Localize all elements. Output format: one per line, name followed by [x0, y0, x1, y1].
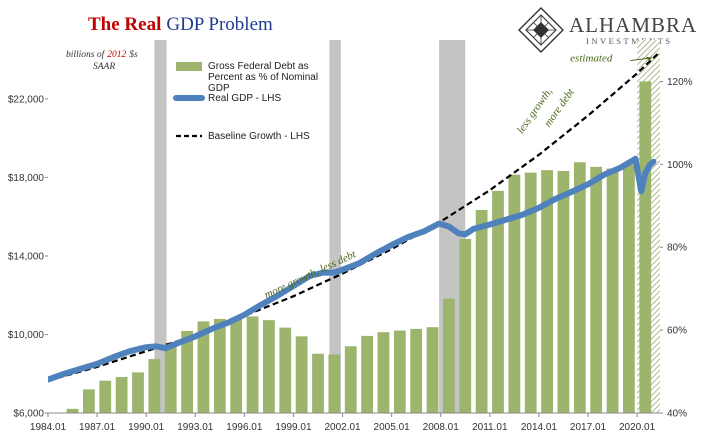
debt-bar-2016 [573, 162, 586, 413]
chart-title-bold: The Real [88, 14, 161, 35]
annotation-0: more growth, less debt [263, 248, 359, 301]
x-tick-label-1: 1987.01 [79, 422, 116, 433]
right-tick-label-2: 80% [667, 243, 687, 254]
debt-bar-2005 [393, 330, 406, 413]
x-tick-label-3: 1993.01 [177, 422, 214, 433]
x-tick-label-8: 2008.01 [423, 422, 460, 433]
legend-label-1-0: Real GDP - LHS [208, 93, 282, 104]
x-axis-ticks: 1984.01 1987.01 1990.01 1993.01 1996.01 1999.… [30, 413, 656, 433]
right-tick-label-0: 40% [667, 409, 687, 420]
debt-bar-2013 [524, 172, 537, 413]
debt-bar-2000 [312, 353, 324, 413]
debt-bar-1999 [295, 336, 308, 413]
debt-bar-2009 [459, 238, 472, 413]
right-tick-label-1: 60% [667, 326, 687, 337]
debt-bar-2004 [377, 332, 390, 413]
debt-bar-1990 [148, 359, 161, 413]
debt-bar-1991 [164, 342, 177, 413]
chart-title-rest: GDP Problem [166, 14, 273, 35]
debt-bar-2015 [557, 170, 570, 413]
recession-band-0 [154, 40, 167, 413]
debt-bar-2010 [475, 209, 488, 413]
legend-label-0-0: Gross Federal Debt as [208, 61, 309, 72]
left-tick-label-2: $14,000 [8, 251, 45, 262]
left-tick-label-4: $22,000 [8, 94, 45, 105]
debt-bar-2012 [508, 174, 521, 413]
debt-bar-2003 [361, 335, 373, 413]
left-tick-label-3: $18,000 [8, 173, 45, 184]
debt-bar-1994 [213, 318, 226, 413]
estimated-arrow-head [646, 56, 652, 61]
debt-bar-1998 [279, 327, 292, 413]
real-gdp-line [48, 155, 657, 383]
debt-bar-2018 [606, 168, 619, 413]
brand-sub: INVESTMENTS [586, 36, 673, 46]
debt-bar-2014 [541, 170, 553, 413]
debt-bars [66, 81, 652, 413]
legend-swatch-debt [176, 62, 202, 71]
x-tick-label-0: 1984.01 [30, 422, 67, 433]
debt-bar-2011 [492, 190, 504, 413]
debt-bar-1988 [115, 376, 128, 413]
x-tick-label-11: 2017.01 [570, 422, 607, 433]
units-note-suffix: $s [129, 49, 138, 60]
debt-bar-2019 [623, 164, 635, 413]
debt-bar-1989 [132, 372, 144, 413]
debt-bar-2001 [328, 354, 341, 413]
debt-bar-2002 [344, 346, 357, 413]
x-tick-label-10: 2014.01 [521, 422, 558, 433]
x-tick-label-5: 1999.01 [275, 422, 312, 433]
left-tick-label-0: $6,000 [13, 409, 44, 420]
brand-logo: ALHAMBRA INVESTMENTS [518, 7, 697, 53]
recession-band-1 [329, 40, 341, 413]
units-note: billions of 2012 $s [66, 49, 138, 60]
debt-bar-2020 [639, 81, 652, 413]
debt-bar-1995 [230, 317, 243, 413]
x-tick-label-2: 1990.01 [128, 422, 165, 433]
debt-bar-1996 [246, 316, 259, 413]
units-note-prefix: billions of [66, 49, 106, 60]
debt-bar-2007 [426, 327, 439, 413]
x-tick-label-9: 2011.01 [472, 422, 508, 433]
left-tick-label-1: $10,000 [8, 330, 45, 341]
lines [48, 50, 660, 383]
x-tick-label-4: 1996.01 [226, 422, 263, 433]
units-note-year: 2012 [107, 50, 126, 60]
x-tick-label-12: 2020.01 [619, 422, 656, 433]
debt-bar-1992 [181, 330, 193, 413]
debt-bar-1985 [66, 408, 79, 413]
brand-name: ALHAMBRA [569, 13, 697, 37]
right-tick-label-3: 100% [667, 160, 693, 171]
debt-bar-1997 [263, 320, 275, 413]
left-axis-ticks: $6,000 $10,000 $14,000 $18,000 $22,000 [8, 94, 48, 420]
debt-bar-1986 [83, 389, 95, 413]
x-tick-label-6: 2002.01 [324, 422, 361, 433]
legend-label-0-1: Percent as % of Nominal [208, 72, 318, 83]
debt-bar-1987 [99, 380, 112, 413]
debt-bar-1993 [197, 321, 210, 413]
units-note-line2: SAAR [93, 62, 115, 72]
chart-title: The Real GDP Problem [88, 14, 273, 35]
debt-bar-2017 [590, 166, 603, 413]
brand-emblem-icon [518, 7, 564, 53]
debt-bar-2008 [443, 298, 455, 413]
right-axis-ticks: 40% 60% 80% 100% 120% [660, 77, 693, 420]
annotation-3: estimated [570, 53, 613, 65]
debt-bar-2006 [410, 328, 423, 413]
legend-label-0-2: GDP [208, 83, 230, 94]
legend-label-2-0: Baseline Growth - LHS [208, 131, 310, 142]
right-tick-label-4: 120% [667, 77, 693, 88]
x-tick-label-7: 2005.01 [374, 422, 411, 433]
